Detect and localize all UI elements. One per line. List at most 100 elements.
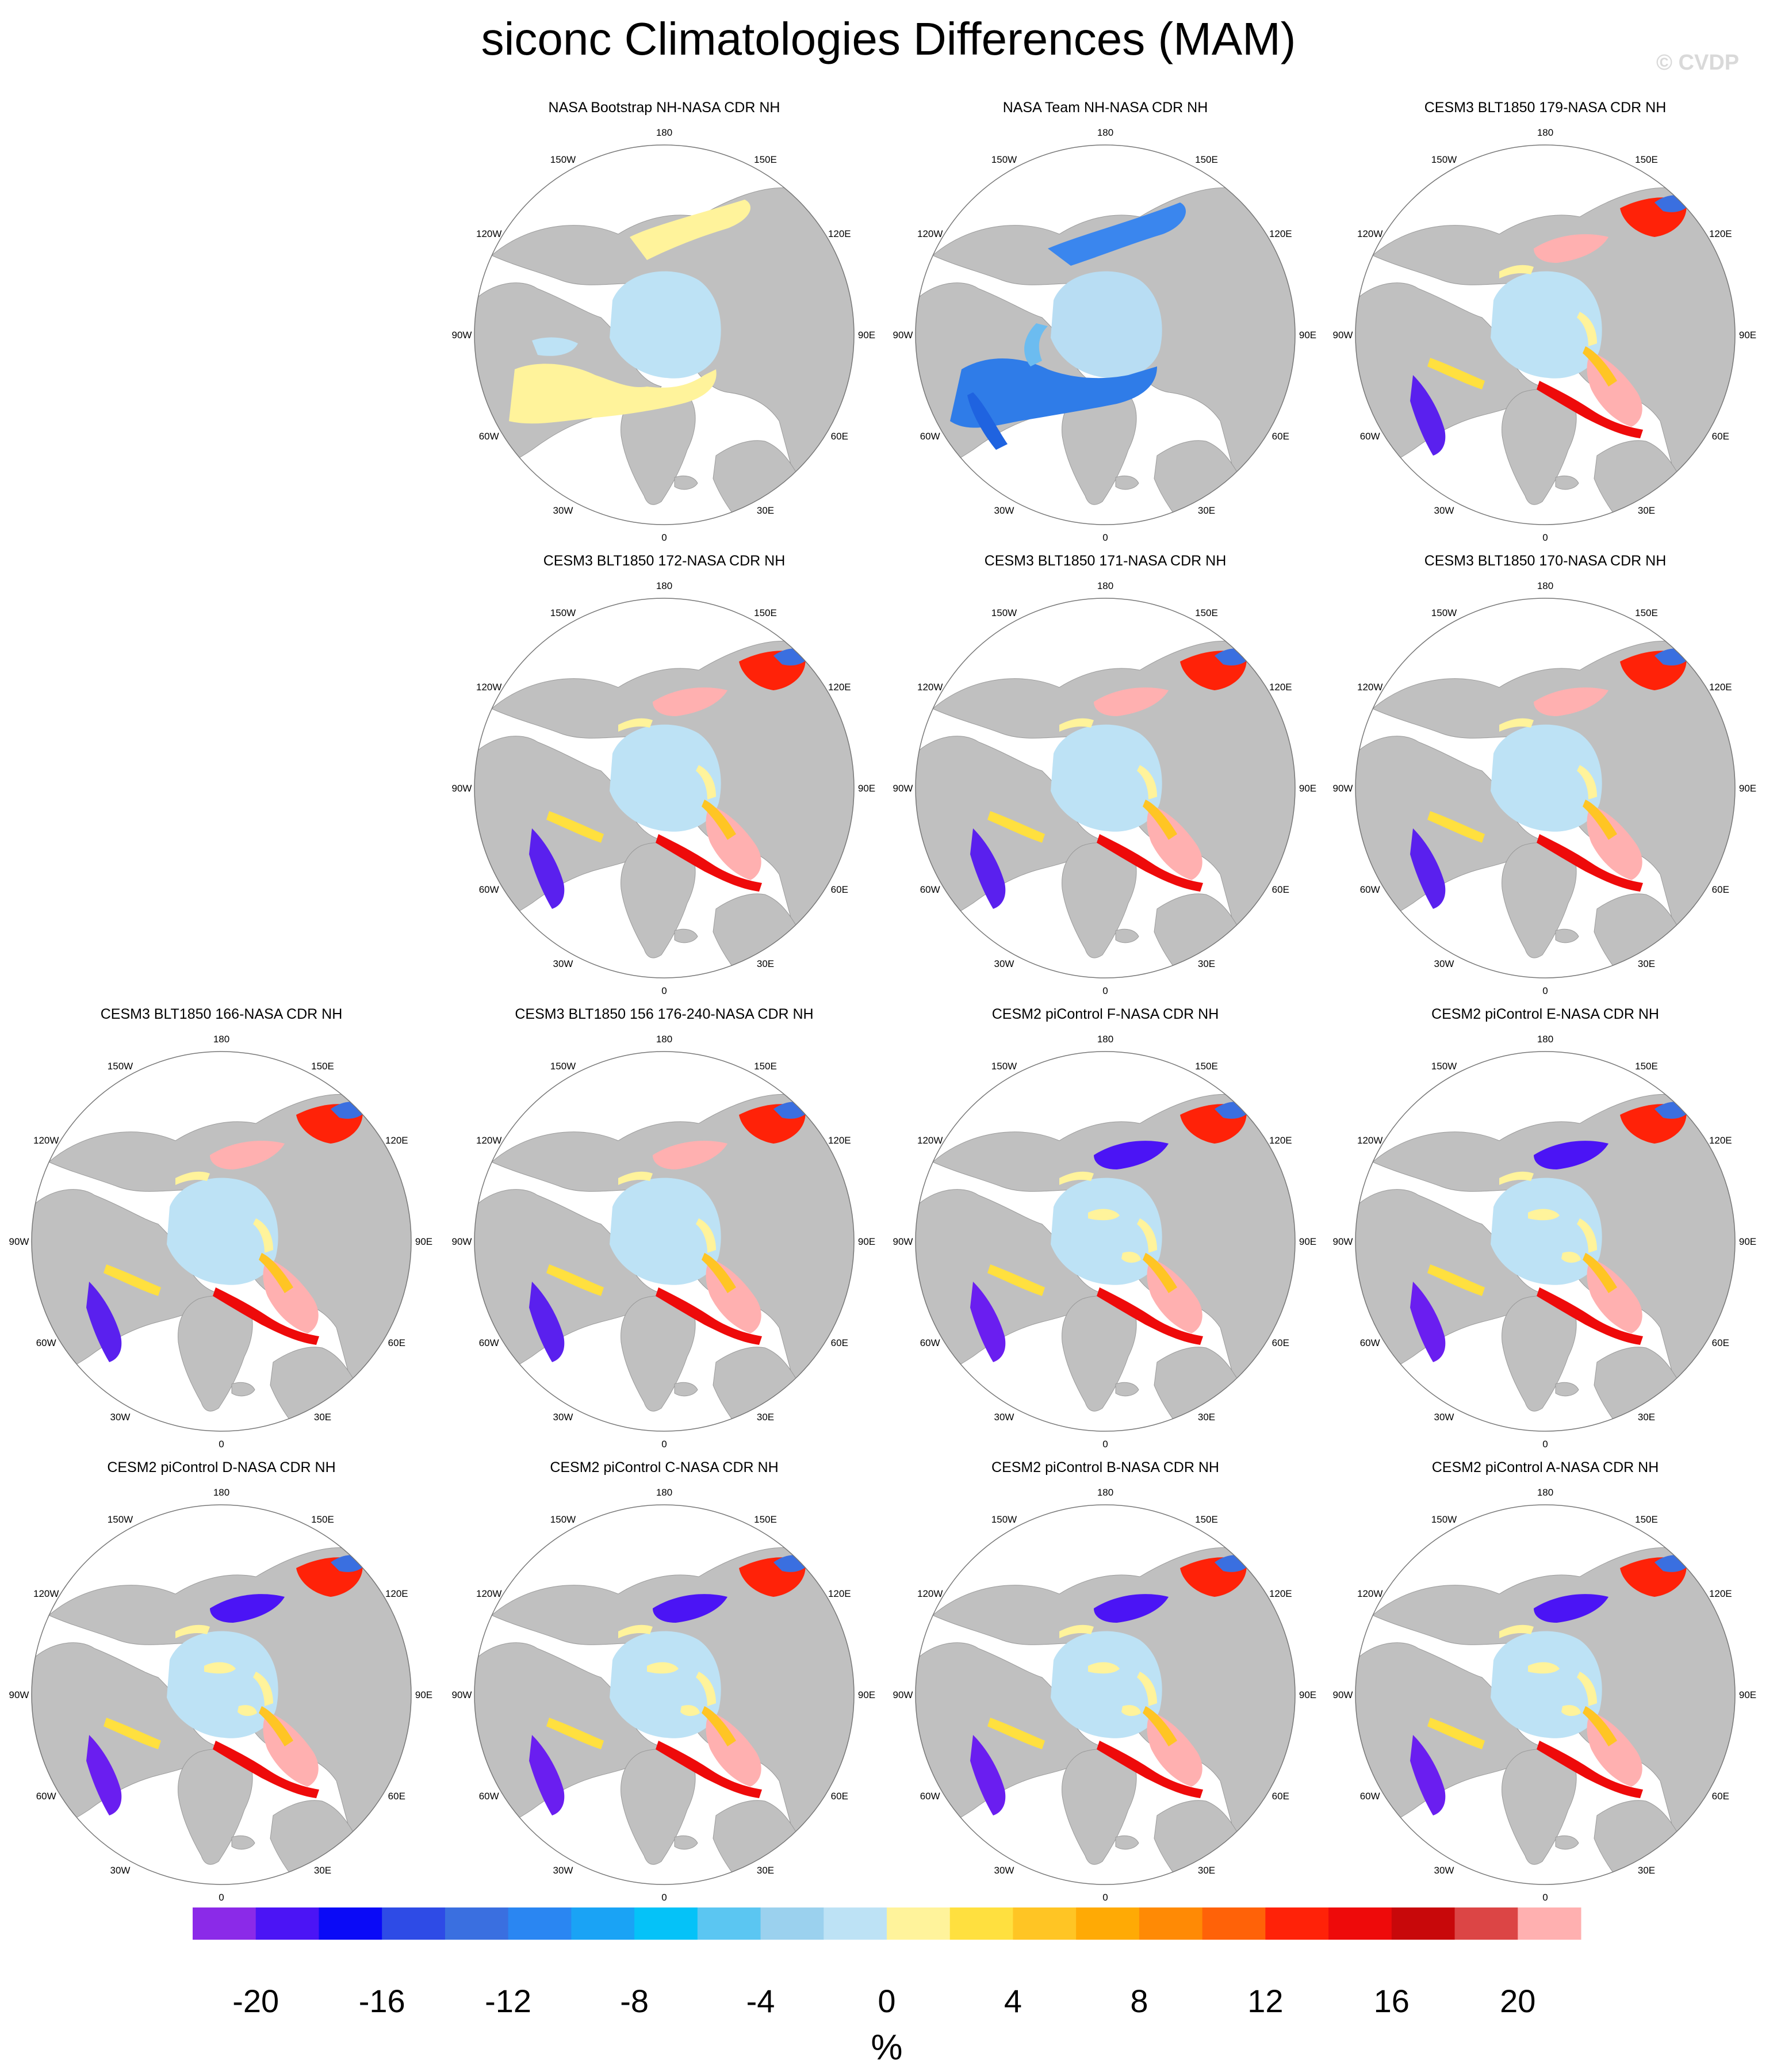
longitude-label: 30W — [110, 1865, 131, 1876]
longitude-label: 150W — [108, 1061, 133, 1072]
panel-title: CESM2 piControl F-NASA CDR NH — [991, 1006, 1219, 1022]
polar-map: 180 150E 120E 90E 60E 30E 0 30W 60W 90W 120W 150W — [893, 1034, 1317, 1450]
longitude-label: 180 — [656, 1034, 672, 1045]
polar-map: 180 150E 120E 90E 60E 30E 0 30W 60W 90W 120W 150W — [9, 1034, 433, 1450]
longitude-label: 0 — [1542, 1439, 1548, 1450]
map-panel: CESM3 BLT1850 179-NASA CDR NH 180 150E 120E… — [1324, 99, 1767, 553]
longitude-label: 30W — [110, 1412, 131, 1423]
longitude-label: 30W — [1434, 958, 1454, 969]
longitude-label: 120E — [828, 1135, 851, 1146]
longitude-label: 90E — [858, 1236, 875, 1247]
panel-title: CESM2 piControl E-NASA CDR NH — [1431, 1006, 1659, 1022]
longitude-label: 120E — [828, 682, 851, 693]
longitude-label: 180 — [656, 580, 672, 591]
colorbar-tick-label: -4 — [746, 1983, 775, 2019]
longitude-label: 30E — [1638, 505, 1655, 516]
longitude-label: 120W — [1357, 1588, 1382, 1599]
longitude-label: 0 — [219, 1892, 224, 1903]
colorbar-units: % — [871, 2028, 902, 2067]
longitude-label: 180 — [213, 1034, 229, 1045]
polar-map: 180 150E 120E 90E 60E 30E 0 30W 60W 90W 120W 150W — [1333, 1034, 1757, 1450]
polar-map: 180 150E 120E 90E 60E 30E 0 30W 60W 90W 120W 150W — [452, 580, 876, 996]
map-boundary — [31, 1504, 412, 1885]
longitude-label: 0 — [1542, 532, 1548, 543]
longitude-label: 150E — [311, 1514, 334, 1525]
longitude-label: 0 — [661, 1439, 667, 1450]
longitude-label: 30W — [1434, 1865, 1454, 1876]
longitude-label: 60E — [1272, 1791, 1289, 1802]
longitude-label: 60W — [36, 1791, 56, 1802]
longitude-label: 30E — [757, 505, 774, 516]
longitude-label: 120W — [33, 1588, 59, 1599]
longitude-label: 120E — [385, 1588, 408, 1599]
longitude-label: 150W — [1431, 1061, 1457, 1072]
longitude-label: 90E — [415, 1689, 432, 1700]
colorbar-tick-label: -16 — [359, 1983, 405, 2019]
longitude-label: 30E — [757, 1412, 774, 1423]
longitude-label: 180 — [1537, 580, 1553, 591]
longitude-label: 180 — [1537, 1034, 1553, 1045]
longitude-label: 60W — [479, 431, 499, 442]
longitude-label: 150W — [991, 607, 1017, 618]
longitude-label: 60E — [1272, 1337, 1289, 1348]
longitude-label: 150E — [1635, 1061, 1658, 1072]
longitude-label: 120W — [476, 1588, 501, 1599]
longitude-label: 0 — [1102, 532, 1108, 543]
longitude-label: 150W — [550, 1514, 576, 1525]
longitude-label: 90W — [893, 783, 913, 794]
panel-title: CESM2 piControl B-NASA CDR NH — [991, 1459, 1219, 1475]
longitude-label: 150W — [550, 1061, 576, 1072]
longitude-label: 90E — [415, 1236, 432, 1247]
map-boundary — [915, 1504, 1296, 1885]
longitude-label: 30E — [757, 958, 774, 969]
polar-map: 180 150E 120E 90E 60E 30E 0 30W 60W 90W 120W 150W — [893, 127, 1317, 543]
map-boundary — [474, 144, 855, 525]
map-boundary — [1355, 1051, 1736, 1432]
longitude-label: 120E — [1709, 228, 1732, 239]
longitude-label: 60W — [920, 1791, 940, 1802]
longitude-label: 60W — [1360, 1791, 1380, 1802]
longitude-label: 90W — [9, 1236, 29, 1247]
panel-title: NASA Bootstrap NH-NASA CDR NH — [548, 100, 780, 116]
map-panel: CESM2 piControl A-NASA CDR NH 180 150E 120E… — [1324, 1459, 1767, 1913]
map-panel: CESM3 BLT1850 171-NASA CDR NH 180 150E 120E… — [884, 552, 1327, 1007]
map-boundary — [474, 1051, 855, 1432]
longitude-label: 120W — [476, 1135, 501, 1146]
longitude-label: 60E — [1712, 1337, 1729, 1348]
map-boundary — [915, 1051, 1296, 1432]
longitude-label: 180 — [1097, 1034, 1113, 1045]
longitude-label: 150W — [1431, 154, 1457, 165]
map-boundary — [31, 1051, 412, 1432]
longitude-label: 90W — [893, 1689, 913, 1700]
panel-title: CESM3 BLT1850 172-NASA CDR NH — [543, 553, 786, 569]
longitude-label: 60E — [831, 1791, 848, 1802]
panel-title: CESM3 BLT1850 179-NASA CDR NH — [1424, 100, 1667, 116]
colorbar-tick-label: -12 — [485, 1983, 531, 2019]
longitude-label: 30W — [994, 1865, 1014, 1876]
longitude-label: 90W — [1333, 1689, 1353, 1700]
longitude-label: 60E — [1712, 884, 1729, 895]
polar-map: 180 150E 120E 90E 60E 30E 0 30W 60W 90W 120W 150W — [893, 580, 1317, 996]
longitude-label: 90W — [9, 1689, 29, 1700]
longitude-label: 150E — [1635, 607, 1658, 618]
longitude-label: 90E — [1299, 783, 1316, 794]
longitude-label: 90W — [452, 1236, 472, 1247]
longitude-label: 180 — [1097, 1487, 1113, 1498]
longitude-label: 90W — [1333, 330, 1353, 341]
longitude-label: 120W — [917, 1135, 943, 1146]
longitude-label: 180 — [1537, 127, 1553, 138]
colorbar-tick-label: 20 — [1500, 1983, 1535, 2019]
colorbar-tick-label: 4 — [1004, 1983, 1022, 2019]
longitude-label: 150W — [550, 607, 576, 618]
longitude-label: 0 — [1102, 985, 1108, 996]
longitude-label: 120E — [828, 1588, 851, 1599]
map-boundary — [1355, 598, 1736, 978]
longitude-label: 30W — [1434, 505, 1454, 516]
longitude-label: 150W — [108, 1514, 133, 1525]
longitude-label: 30W — [1434, 1412, 1454, 1423]
longitude-label: 120E — [1709, 1588, 1732, 1599]
longitude-label: 60W — [479, 884, 499, 895]
map-panel: CESM2 piControl C-NASA CDR NH 180 150E 120E… — [443, 1459, 886, 1913]
longitude-label: 30E — [1198, 1412, 1215, 1423]
longitude-label: 60W — [920, 1337, 940, 1348]
